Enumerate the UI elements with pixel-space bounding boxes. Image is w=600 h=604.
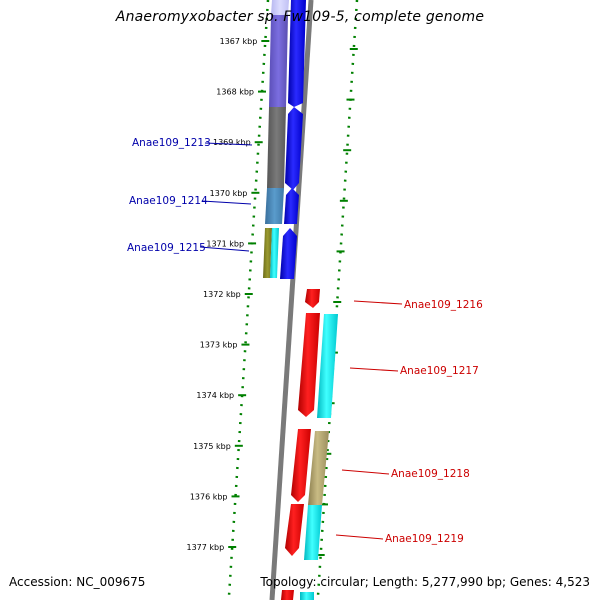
ruler-label: 1373 kbp (200, 341, 238, 350)
leader-lines-right (335, 300, 403, 540)
ruler-label: 1371 kbp (206, 239, 244, 248)
gene-label-anae109-1216[interactable]: Anae109_1216 (404, 299, 483, 311)
gene-label-anae109-1218[interactable]: Anae109_1218 (391, 468, 470, 480)
gene-red-1 (305, 289, 320, 308)
gene-label-anae109-1213[interactable]: Anae109_1213 (132, 137, 211, 149)
gene-label-anae109-1217[interactable]: Anae109_1217 (400, 365, 479, 377)
map-title: Anaeromyxobacter sp. Fw109-5, complete g… (115, 9, 485, 25)
ruler-label: 1377 kbp (187, 543, 225, 552)
gene-labels-left: Anae109_1213 Anae109_1214 Anae109_1215 (127, 137, 211, 254)
gene-blue-1 (288, 0, 306, 107)
ruler-label: 1368 kbp (216, 88, 254, 97)
feature-steelblue (265, 188, 284, 224)
ruler-label: 1375 kbp (193, 442, 231, 451)
gene-blue-4 (280, 228, 297, 279)
gene-blue-2 (285, 107, 303, 190)
feature-lavender (271, 0, 289, 15)
feature-cyan-1 (317, 314, 338, 418)
gene-label-anae109-1219[interactable]: Anae109_1219 (385, 533, 464, 545)
leader-lines-left (199, 142, 253, 252)
gene-red-2 (298, 313, 320, 417)
gene-labels-right: Anae109_1216 Anae109_1217 Anae109_1218 A… (385, 299, 483, 545)
gene-red-3 (291, 429, 311, 502)
ruler-ticks (228, 40, 358, 556)
gene-red-4 (285, 504, 304, 556)
feature-cyan-small (270, 228, 279, 278)
ruler-label: 1376 kbp (190, 492, 228, 501)
feature-khaki (308, 431, 329, 505)
gene-label-anae109-1214[interactable]: Anae109_1214 (129, 195, 208, 207)
feature-track-blue (280, 0, 306, 279)
feature-purple (269, 15, 288, 107)
feature-gray (267, 107, 286, 188)
gene-blue-3 (284, 188, 299, 224)
genome-backbone (269, 0, 314, 601)
ruler-label: 1370 kbp (210, 189, 248, 198)
feature-track-upper (263, 0, 289, 278)
ruler-label: 1372 kbp (203, 290, 241, 299)
genome-summary-text: Topology: circular; Length: 5,277,990 bp… (260, 575, 590, 589)
ruler-label: 1369 kbp (213, 138, 251, 147)
feature-cyan-2 (304, 505, 322, 560)
feature-track-red (281, 289, 320, 600)
accession-text: Accession: NC_009675 (9, 575, 146, 589)
gene-red-5 (281, 590, 294, 600)
ruler-label: 1374 kbp (196, 391, 234, 400)
feature-olive (263, 228, 272, 278)
ruler-labels: 1367 kbp 1368 kbp 1369 kbp 1370 kbp 1371 kbp… (187, 37, 258, 552)
ruler-label: 1367 kbp (220, 37, 258, 46)
feature-cyan-3 (300, 592, 314, 600)
gene-label-anae109-1215[interactable]: Anae109_1215 (127, 242, 206, 254)
feature-track-cyan (300, 314, 338, 600)
